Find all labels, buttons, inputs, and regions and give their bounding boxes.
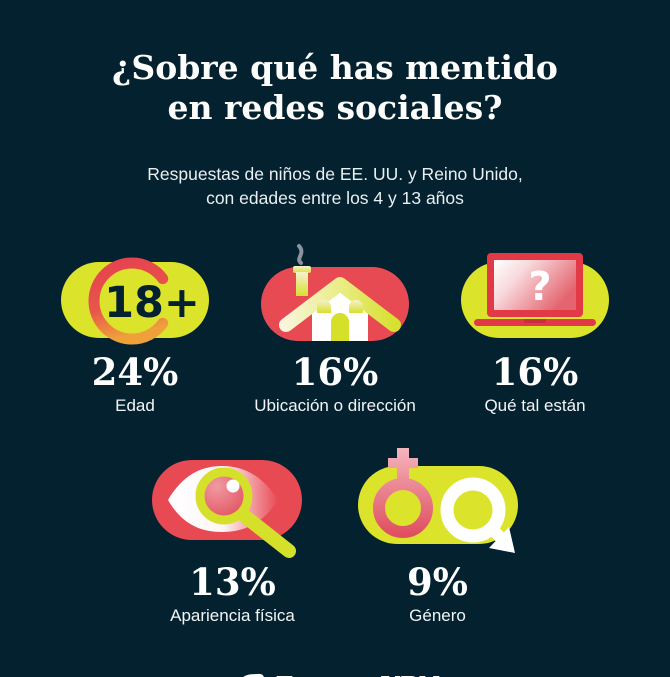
- laptop-screen: [494, 260, 576, 311]
- stat-value-edad: 24%: [91, 350, 179, 395]
- title-line-1: ¿Sobre qué has mentido: [112, 48, 558, 87]
- male-arrow-head: [488, 526, 515, 553]
- window-right: [349, 300, 363, 314]
- stat-label-que-tal: Qué tal están: [484, 395, 586, 415]
- stat-edad: 18+ 24% Edad: [35, 235, 235, 416]
- house-icon-svg: [261, 244, 409, 342]
- stat-label-ubicacion: Ubicación o dirección: [254, 395, 416, 415]
- stat-label-edad: Edad: [115, 395, 155, 415]
- 18-plus-icon-svg: 18+: [61, 257, 209, 345]
- 18-plus-text: 18+: [104, 278, 200, 328]
- stats-row-2: 13% Apariencia física: [130, 430, 540, 626]
- chimney-cap: [293, 266, 311, 274]
- stat-label-apariencia: Apariencia física: [170, 605, 295, 625]
- stat-que-tal: ? 16% Qué tal están: [435, 235, 635, 416]
- female-cross-horizontal: [387, 457, 418, 468]
- logo-top-band: [242, 673, 264, 677]
- question-mark-text: ?: [528, 264, 551, 310]
- brand-footer: ExpressVPN: [230, 668, 441, 677]
- 18-plus-icon: 18+: [50, 235, 220, 350]
- subtitle-line-2: con edades entre los 4 y 13 años: [206, 188, 464, 209]
- stats-row-1: 18+ 24% Edad: [35, 235, 635, 416]
- eye-icon-svg: [151, 459, 302, 558]
- laptop-question-icon: ?: [450, 235, 620, 350]
- expressvpn-logo-icon: [242, 673, 264, 677]
- brand-name: ExpressVPN: [276, 671, 441, 677]
- chimney-smoke: [297, 244, 304, 266]
- stat-value-ubicacion: 16%: [291, 350, 379, 395]
- subtitle-line-1: Respuestas de niños de EE. UU. y Reino U…: [147, 164, 523, 185]
- male-symbol-ring: [440, 477, 505, 543]
- chimney: [296, 272, 308, 297]
- stat-label-genero: Género: [409, 605, 466, 625]
- stat-value-genero: 9%: [407, 559, 468, 604]
- house-icon: [250, 235, 420, 350]
- stat-apariencia: 13% Apariencia física: [130, 430, 335, 626]
- door: [331, 313, 349, 342]
- eye-magnifier-icon: [138, 430, 328, 560]
- laptop-hinge-notch: [524, 319, 546, 324]
- house-roof: [279, 277, 401, 333]
- iris-highlight: [226, 479, 239, 493]
- laptop-icon-svg: ?: [461, 253, 609, 339]
- stat-value-que-tal: 16%: [491, 350, 579, 395]
- window-left: [317, 300, 331, 314]
- stat-value-apariencia: 13%: [189, 559, 276, 604]
- gender-icon-svg: [357, 447, 518, 553]
- page-title: ¿Sobre qué has mentido en redes sociales…: [112, 48, 558, 127]
- gender-symbols-icon: [343, 430, 533, 560]
- page-subtitle: Respuestas de niños de EE. UU. y Reino U…: [147, 162, 522, 210]
- stat-ubicacion: 16% Ubicación o dirección: [235, 235, 435, 416]
- female-symbol-ring: [372, 477, 433, 538]
- age-ring: [88, 257, 176, 345]
- title-line-2: en redes sociales?: [167, 87, 503, 127]
- magnifier-lens-iris: [195, 467, 252, 525]
- magnifier-handle: [234, 506, 296, 558]
- stat-genero: 9% Género: [335, 430, 540, 626]
